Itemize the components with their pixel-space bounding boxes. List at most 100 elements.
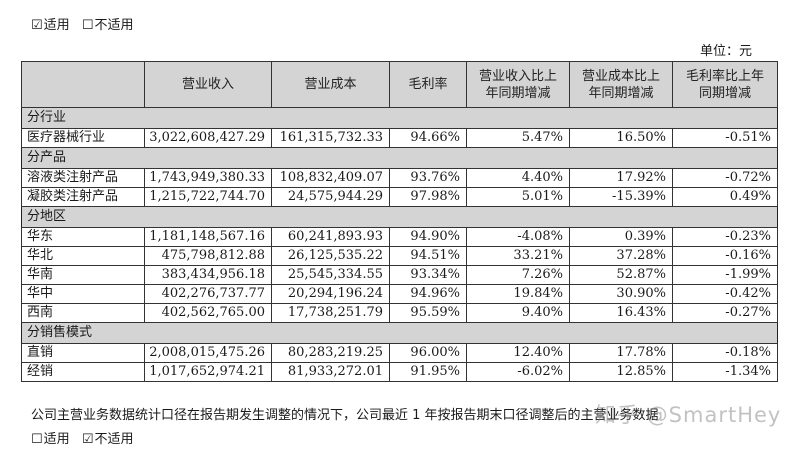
column-header-line: 营业收入比上 — [478, 68, 557, 84]
row-label: 直销 — [21, 343, 145, 363]
row-label: 凝胶类注射产品 — [21, 187, 145, 207]
checkbox-checked-icon[interactable]: ☑ — [31, 18, 43, 33]
cell-value: 383,434,956.18 — [144, 265, 272, 285]
group-row: 分产品 — [21, 147, 778, 169]
row-label: 华北 — [21, 246, 145, 266]
column-header: 营业成本比上 年同期增减 — [569, 61, 673, 108]
checkbox-unchecked-icon[interactable]: ☐ — [31, 432, 43, 447]
revenue-breakdown-table: 营业收入 营业成本 毛利率 营业收入比上 年同期增减 营业成本比上 年同期增减 毛利率比上年同… — [21, 61, 778, 382]
applicability-options-bottom: ☐适用 ☑不适用 — [31, 428, 141, 447]
table-row: 经销 1,017,652,974.21 81,933,272.01 91.95% -6.… — [21, 362, 778, 382]
cell-value: 26,125,535.22 — [271, 246, 390, 266]
row-label: 华中 — [21, 284, 145, 304]
cell-value: 1,181,148,567.16 — [144, 227, 272, 247]
option-applicable[interactable]: ☑适用 — [31, 14, 70, 33]
cell-value: 16.50% — [569, 128, 673, 148]
checkbox-unchecked-icon[interactable]: ☐ — [81, 18, 94, 33]
row-label: 华南 — [21, 265, 145, 285]
table-row: 医疗器械行业 3,022,608,427.29 161,315,732.33 94.6… — [21, 128, 778, 148]
column-header-line: 年同期增减 — [485, 85, 551, 101]
column-header-line: 毛利率 — [408, 77, 448, 92]
cell-value: 402,562,765.00 — [144, 303, 272, 323]
group-title: 分销售模式 — [21, 322, 778, 344]
column-header: 毛利率比上年 同期增减 — [672, 61, 778, 108]
watermark: 知乎 @SmartHey — [595, 403, 782, 427]
table-row: 华中 402,276,737.77 20,294,196.24 94.96% 19.84… — [21, 284, 778, 304]
cell-value: 60,241,893.93 — [271, 227, 390, 247]
cell-value: 94.90% — [389, 227, 467, 247]
cell-value: 9.40% — [466, 303, 570, 323]
cell-value: 161,315,732.33 — [271, 128, 390, 148]
cell-value: -0.16% — [672, 246, 778, 266]
table-row: 华北 475,798,812.88 26,125,535.22 94.51% 33.21… — [21, 246, 778, 266]
cell-value: 94.51% — [389, 246, 467, 266]
table-row: 溶液类注射产品 1,743,949,380.33 108,832,409.07 93.… — [21, 168, 778, 188]
cell-value: 80,283,219.25 — [271, 343, 390, 363]
cell-value: -0.27% — [672, 303, 778, 323]
cell-value: -1.99% — [672, 265, 778, 285]
table-row: 华东 1,181,148,567.16 60,241,893.93 94.90% -4.… — [21, 227, 778, 247]
group-row: 分销售模式 — [21, 322, 778, 344]
checkbox-checked-icon[interactable]: ☑ — [81, 432, 94, 447]
cell-value: 5.47% — [466, 128, 570, 148]
cell-value: -0.23% — [672, 227, 778, 247]
cell-value: -4.08% — [466, 227, 570, 247]
column-header: 毛利率 — [389, 61, 467, 108]
cell-value: -6.02% — [466, 362, 570, 382]
option-not-applicable[interactable]: ☑不适用 — [82, 428, 134, 447]
table-body: 分行业 医疗器械行业 3,022,608,427.29 161,315,732.33 9… — [21, 107, 778, 382]
cell-value: 94.66% — [389, 128, 467, 148]
cell-value: 24,575,944.29 — [271, 187, 390, 207]
option-applicable[interactable]: ☐适用 — [31, 428, 70, 447]
unit-label: 单位：元 — [700, 44, 753, 59]
cell-value: 96.00% — [389, 343, 467, 363]
option-label: 不适用 — [94, 18, 134, 33]
table-row: 西南 402,562,765.00 17,738,251.79 95.59% 9.40%… — [21, 303, 778, 323]
cell-value: -0.72% — [672, 168, 778, 188]
cell-value: 93.76% — [389, 168, 467, 188]
cell-value: 12.85% — [569, 362, 673, 382]
cell-value: 16.43% — [569, 303, 673, 323]
cell-value: 402,276,737.77 — [144, 284, 272, 304]
applicability-options-top: ☑适用 ☐不适用 — [31, 14, 141, 33]
cell-value: 19.84% — [466, 284, 570, 304]
cell-value: 30.90% — [569, 284, 673, 304]
group-title: 分地区 — [21, 206, 778, 228]
footnote-text: 公司主营业务数据统计口径在报告期发生调整的情况下，公司最近 1 年按报告期末口径… — [31, 408, 659, 423]
cell-value: -0.42% — [672, 284, 778, 304]
cell-value: -0.18% — [672, 343, 778, 363]
cell-value: 20,294,196.24 — [271, 284, 390, 304]
cell-value: 108,832,409.07 — [271, 168, 390, 188]
cell-value: 94.96% — [389, 284, 467, 304]
cell-value: 37.28% — [569, 246, 673, 266]
option-label: 不适用 — [94, 432, 134, 447]
row-label: 华东 — [21, 227, 145, 247]
cell-value: 7.26% — [466, 265, 570, 285]
cell-value: 1,017,652,974.21 — [144, 362, 272, 382]
column-header-line: 毛利率比上年 — [685, 68, 764, 84]
option-label: 适用 — [43, 432, 70, 447]
row-label: 溶液类注射产品 — [21, 168, 145, 188]
column-header-line: 营业收入 — [181, 77, 234, 92]
cell-value: 33.21% — [466, 246, 570, 266]
cell-value: 4.40% — [466, 168, 570, 188]
cell-value: 5.01% — [466, 187, 570, 207]
group-row: 分行业 — [21, 107, 778, 129]
cell-value: 17,738,251.79 — [271, 303, 390, 323]
column-header-line: 营业成本 — [304, 77, 357, 92]
group-title: 分行业 — [21, 107, 778, 129]
row-label: 西南 — [21, 303, 145, 323]
table-row: 华南 383,434,956.18 25,545,334.55 93.34% 7.26%… — [21, 265, 778, 285]
cell-value: 25,545,334.55 — [271, 265, 390, 285]
table-row: 凝胶类注射产品 1,215,722,744.70 24,575,944.29 97.9… — [21, 187, 778, 207]
cell-value: 0.39% — [569, 227, 673, 247]
group-row: 分地区 — [21, 206, 778, 228]
row-label: 经销 — [21, 362, 145, 382]
column-header: 营业收入 — [144, 61, 272, 108]
table-header-row: 营业收入 营业成本 毛利率 营业收入比上 年同期增减 营业成本比上 年同期增减 毛利率比上年同… — [21, 61, 778, 108]
option-not-applicable[interactable]: ☐不适用 — [82, 14, 134, 33]
cell-value: 91.95% — [389, 362, 467, 382]
cell-value: 97.98% — [389, 187, 467, 207]
cell-value: -0.51% — [672, 128, 778, 148]
cell-value: 1,215,722,744.70 — [144, 187, 272, 207]
